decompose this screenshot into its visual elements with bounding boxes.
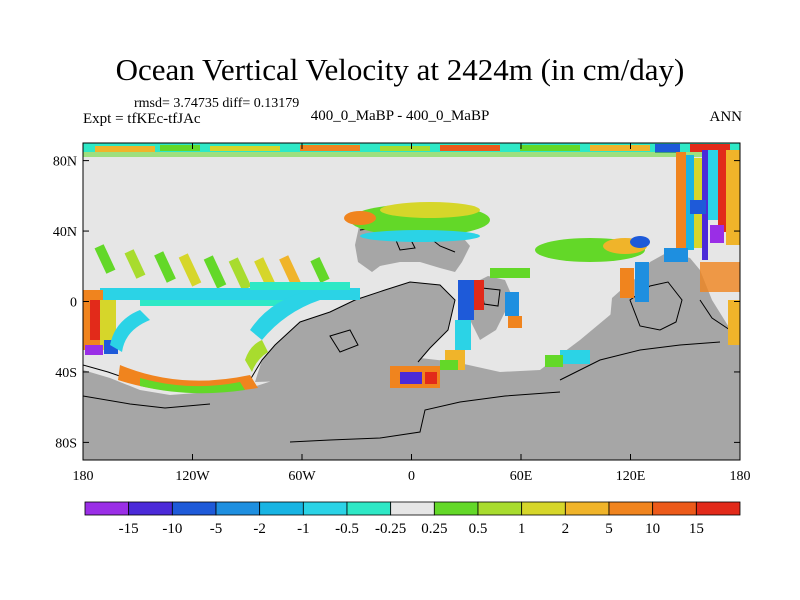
field-patch xyxy=(458,280,474,320)
y-tick-label: 80S xyxy=(55,436,77,451)
land-antarctica xyxy=(83,252,740,460)
field-patch xyxy=(380,146,430,151)
colorbar-swatch xyxy=(215,501,261,516)
y-tick-label: 40S xyxy=(55,366,77,381)
colorbar-swatch xyxy=(346,501,392,516)
x-tick-label: 180 xyxy=(730,469,751,484)
field-patch xyxy=(250,290,320,340)
colorbar-swatch xyxy=(259,501,304,516)
field-patch xyxy=(676,152,686,252)
field-patch xyxy=(560,350,590,364)
field-patch xyxy=(590,145,650,151)
field-patch xyxy=(664,248,688,262)
colorbar-swatch xyxy=(564,501,610,516)
map-plot-area xyxy=(83,143,740,460)
field-patch xyxy=(380,202,480,218)
field-patch xyxy=(710,225,724,243)
field-patch xyxy=(360,230,480,242)
field-patch xyxy=(300,145,360,151)
field-patch xyxy=(520,145,580,151)
season-label: ANN xyxy=(709,109,743,125)
colorbar-swatch xyxy=(695,501,741,516)
field-patch xyxy=(490,268,530,278)
field-patch xyxy=(726,150,740,245)
field-patch xyxy=(545,355,563,367)
field-patch xyxy=(690,144,730,152)
y-tick-label: 40N xyxy=(53,225,77,240)
colorbar-swatch xyxy=(433,501,479,516)
colorbar-swatch xyxy=(302,501,348,516)
colorbar-label: -0.5 xyxy=(335,521,359,537)
field-patch xyxy=(160,145,200,151)
field-patch xyxy=(110,310,150,352)
field-patch xyxy=(83,152,740,157)
field-patch xyxy=(505,292,519,316)
field-patch xyxy=(508,316,522,328)
field-patch xyxy=(728,300,740,345)
colorbar-label: -15 xyxy=(119,521,139,537)
colorbar-swatch xyxy=(171,501,217,516)
field-patch xyxy=(245,340,268,372)
field-patch xyxy=(90,300,100,340)
field-patch xyxy=(140,300,300,306)
x-tick-label: 120W xyxy=(175,469,210,484)
field-patch xyxy=(630,236,650,248)
x-tick-label: 180 xyxy=(73,469,94,484)
field-patch xyxy=(425,372,437,384)
colorbar-label: -1 xyxy=(297,521,310,537)
field-patch xyxy=(344,211,376,225)
experiment-label: Expt = tfKEc-tfJAc xyxy=(83,111,201,127)
x-tick-label: 60E xyxy=(510,469,533,484)
field-patch xyxy=(635,262,649,302)
y-tick-label: 0 xyxy=(70,296,77,311)
field-patch xyxy=(95,146,155,152)
field-patch xyxy=(690,200,706,214)
colorbar-label: -5 xyxy=(210,521,223,537)
comparison-label: 400_0_MaBP - 400_0_MaBP xyxy=(310,108,490,124)
field-patch xyxy=(100,300,116,350)
colorbar-swatch xyxy=(390,501,435,516)
x-tick-label: 0 xyxy=(408,469,415,484)
y-tick-label: 80N xyxy=(53,155,77,170)
field-patch xyxy=(400,372,422,384)
colorbar-label: -2 xyxy=(253,521,266,537)
colorbar-swatch xyxy=(521,501,566,516)
field-patch xyxy=(708,150,718,220)
field-patch xyxy=(700,262,740,292)
field-patch xyxy=(85,345,103,355)
colorbar-swatch xyxy=(652,501,697,516)
colorbar-label: 10 xyxy=(645,521,660,537)
field-patch xyxy=(250,282,350,290)
field-patch xyxy=(474,280,484,310)
colorbar-swatch xyxy=(608,501,654,516)
x-tick-label: 60W xyxy=(288,469,316,484)
colorbar-label: -0.25 xyxy=(375,521,406,537)
field-patch xyxy=(210,146,280,151)
colorbar-label: 0.5 xyxy=(469,521,488,537)
x-tick-label: 120E xyxy=(616,469,646,484)
field-patch xyxy=(440,145,500,151)
colorbar-label: -10 xyxy=(162,521,182,537)
colorbar-swatch xyxy=(477,501,523,516)
colorbar-label: 0.25 xyxy=(421,521,447,537)
field-patch xyxy=(620,268,634,298)
colorbar-label: 1 xyxy=(518,521,526,537)
chart-title: Ocean Vertical Velocity at 2424m (in cm/… xyxy=(115,52,685,87)
colorbar-label: 2 xyxy=(562,521,570,537)
field-patch xyxy=(655,144,680,153)
colorbar: -15 -10 -5 -2 -1 -0.5 -0.25 0.25 0.5 1 2 5 10 15 xyxy=(84,501,741,537)
colorbar-swatch xyxy=(128,501,173,516)
field-patch xyxy=(718,152,726,232)
land-continent-west xyxy=(255,282,455,382)
axis-ticks: 180 120W 60W 0 60E 120E 180 80N 40N 0 40S 80S xyxy=(53,143,751,484)
colorbar-swatch xyxy=(84,501,130,516)
field-patch xyxy=(140,378,245,394)
field-patch xyxy=(455,320,471,350)
tropical-bands xyxy=(94,244,330,291)
colorbar-label: 15 xyxy=(689,521,704,537)
colorbar-label: 5 xyxy=(605,521,613,537)
field-patch xyxy=(440,360,458,370)
stats-line: rmsd= 3.74735 diff= 0.13179 xyxy=(134,96,300,111)
